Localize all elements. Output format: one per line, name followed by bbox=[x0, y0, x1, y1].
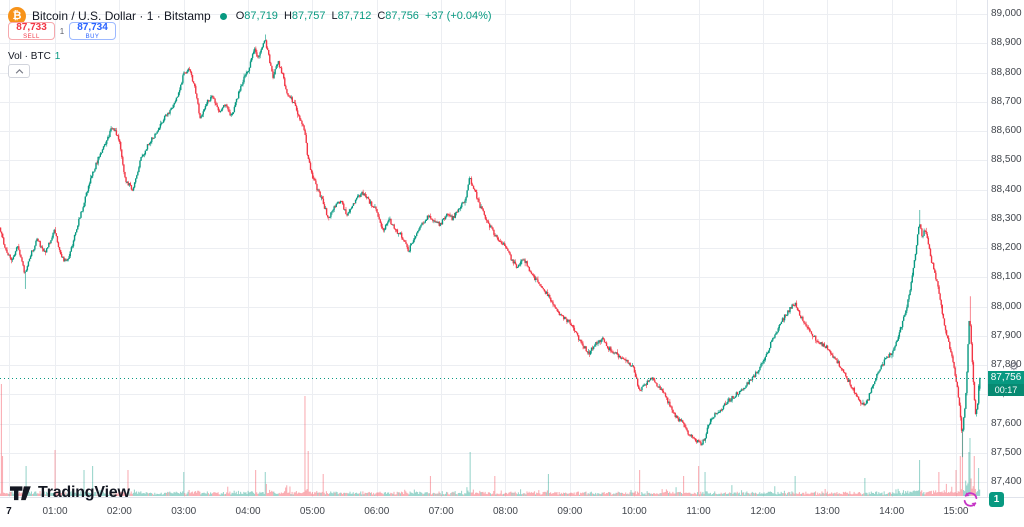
tradingview-logo-text: TradingView bbox=[38, 484, 130, 501]
price-axis-label: 87,900 bbox=[991, 329, 1022, 341]
time-axis-label: 7 bbox=[6, 506, 12, 517]
price-axis-label: 88,400 bbox=[991, 183, 1022, 195]
time-axis-label: 08:00 bbox=[492, 506, 518, 517]
collapse-legend-button[interactable] bbox=[8, 64, 30, 78]
close-label: C bbox=[377, 10, 386, 22]
buy-price: 87,734 bbox=[77, 21, 108, 33]
price-axis-label: 88,200 bbox=[991, 242, 1022, 253]
price-axis-label: 88,500 bbox=[991, 154, 1022, 166]
time-axis-label: 09:00 bbox=[557, 506, 583, 517]
volume-value: 1 bbox=[54, 51, 61, 62]
price-axis-label: 88,600 bbox=[991, 125, 1022, 136]
price-axis-label: 88,800 bbox=[991, 66, 1022, 78]
sell-button[interactable]: 87,733 SELL bbox=[8, 22, 55, 40]
candle-countdown: 00:17 bbox=[988, 383, 1024, 396]
time-axis-label: 12:00 bbox=[750, 506, 776, 517]
price-axis-label: 88,100 bbox=[991, 271, 1022, 283]
volume-label: Vol · BTC bbox=[8, 51, 51, 62]
price-axis-label: 89,000 bbox=[991, 8, 1022, 19]
time-axis-label: 10:00 bbox=[621, 506, 647, 517]
time-axis-label: 03:00 bbox=[171, 506, 197, 517]
time-axis-label: 11:00 bbox=[686, 506, 711, 517]
circular-arrows-icon[interactable] bbox=[962, 491, 979, 508]
time-axis[interactable]: 7 01:00 02:00 03:00 04:00 05:00 06:00 07:00 08:0… bbox=[0, 498, 1024, 527]
close-value: 87,756 bbox=[385, 10, 419, 22]
axis-separator-vertical bbox=[987, 0, 988, 497]
price-axis-label: 88,000 bbox=[991, 300, 1022, 312]
buy-label: BUY bbox=[85, 33, 100, 40]
price-axis-label: 88,900 bbox=[991, 37, 1022, 49]
market-status-dot bbox=[219, 12, 227, 20]
tradingview-watermark[interactable]: TradingView bbox=[10, 484, 130, 502]
last-price-badge: 87,756 00:17 bbox=[988, 370, 1024, 396]
trade-buttons: 87,733 SELL 1 87,734 BUY bbox=[8, 22, 116, 40]
time-axis-label: 14:00 bbox=[879, 506, 905, 517]
price-axis-label: 87,400 bbox=[991, 476, 1022, 487]
bitcoin-icon: ₿ bbox=[8, 7, 26, 25]
symbol-title[interactable]: Bitcoin / U.S. Dollar · 1 · Bitstamp bbox=[32, 9, 211, 23]
gear-icon[interactable]: ⚙ bbox=[1009, 361, 1019, 373]
symbol-legend: ₿ Bitcoin / U.S. Dollar · 1 · Bitstamp O… bbox=[8, 7, 492, 25]
time-axis-label: 05:00 bbox=[299, 506, 325, 517]
sell-price: 87,733 bbox=[16, 21, 47, 33]
low-value: 87,712 bbox=[337, 10, 372, 22]
buy-button[interactable]: 87,734 BUY bbox=[69, 22, 116, 40]
time-axis-label: 13:00 bbox=[814, 506, 840, 517]
interval-badge[interactable]: 1 bbox=[989, 492, 1004, 507]
ohlc-values: O87,719 H87,757 L87,712 C87,756 +37 (+0.… bbox=[236, 10, 492, 22]
tradingview-logo-icon bbox=[10, 485, 31, 500]
low-label: L bbox=[331, 10, 338, 22]
time-axis-label: 07:00 bbox=[428, 506, 454, 517]
time-axis-label: 06:00 bbox=[364, 506, 390, 517]
axis-separator-horizontal bbox=[0, 497, 1024, 498]
time-axis-label: 02:00 bbox=[106, 506, 132, 517]
sell-label: SELL bbox=[23, 33, 40, 40]
price-axis-label: 88,300 bbox=[991, 212, 1022, 224]
change-value: +37 (+0.04%) bbox=[424, 10, 492, 22]
high-value: 87,757 bbox=[291, 10, 326, 22]
open-value: 87,719 bbox=[244, 10, 278, 22]
spread-value: 1 bbox=[59, 26, 65, 36]
open-label: O bbox=[235, 10, 245, 22]
time-axis-label: 15:00 bbox=[943, 506, 969, 517]
time-axis-label: 01:00 bbox=[42, 506, 68, 517]
price-axis[interactable]: 89,000 88,900 88,800 88,700 88,600 88,500 88,4… bbox=[988, 0, 1024, 497]
high-label: H bbox=[283, 10, 292, 22]
chevron-up-icon bbox=[15, 68, 23, 74]
price-axis-label: 88,700 bbox=[991, 95, 1022, 107]
time-axis-label: 04:00 bbox=[235, 506, 261, 517]
last-price-value: 87,756 bbox=[988, 370, 1024, 384]
price-axis-label: 87,500 bbox=[991, 446, 1022, 458]
price-axis-label: 87,600 bbox=[991, 417, 1022, 429]
price-axis-label: 87,800 bbox=[991, 359, 1022, 370]
volume-legend: Vol · BTC 1 bbox=[8, 51, 60, 62]
